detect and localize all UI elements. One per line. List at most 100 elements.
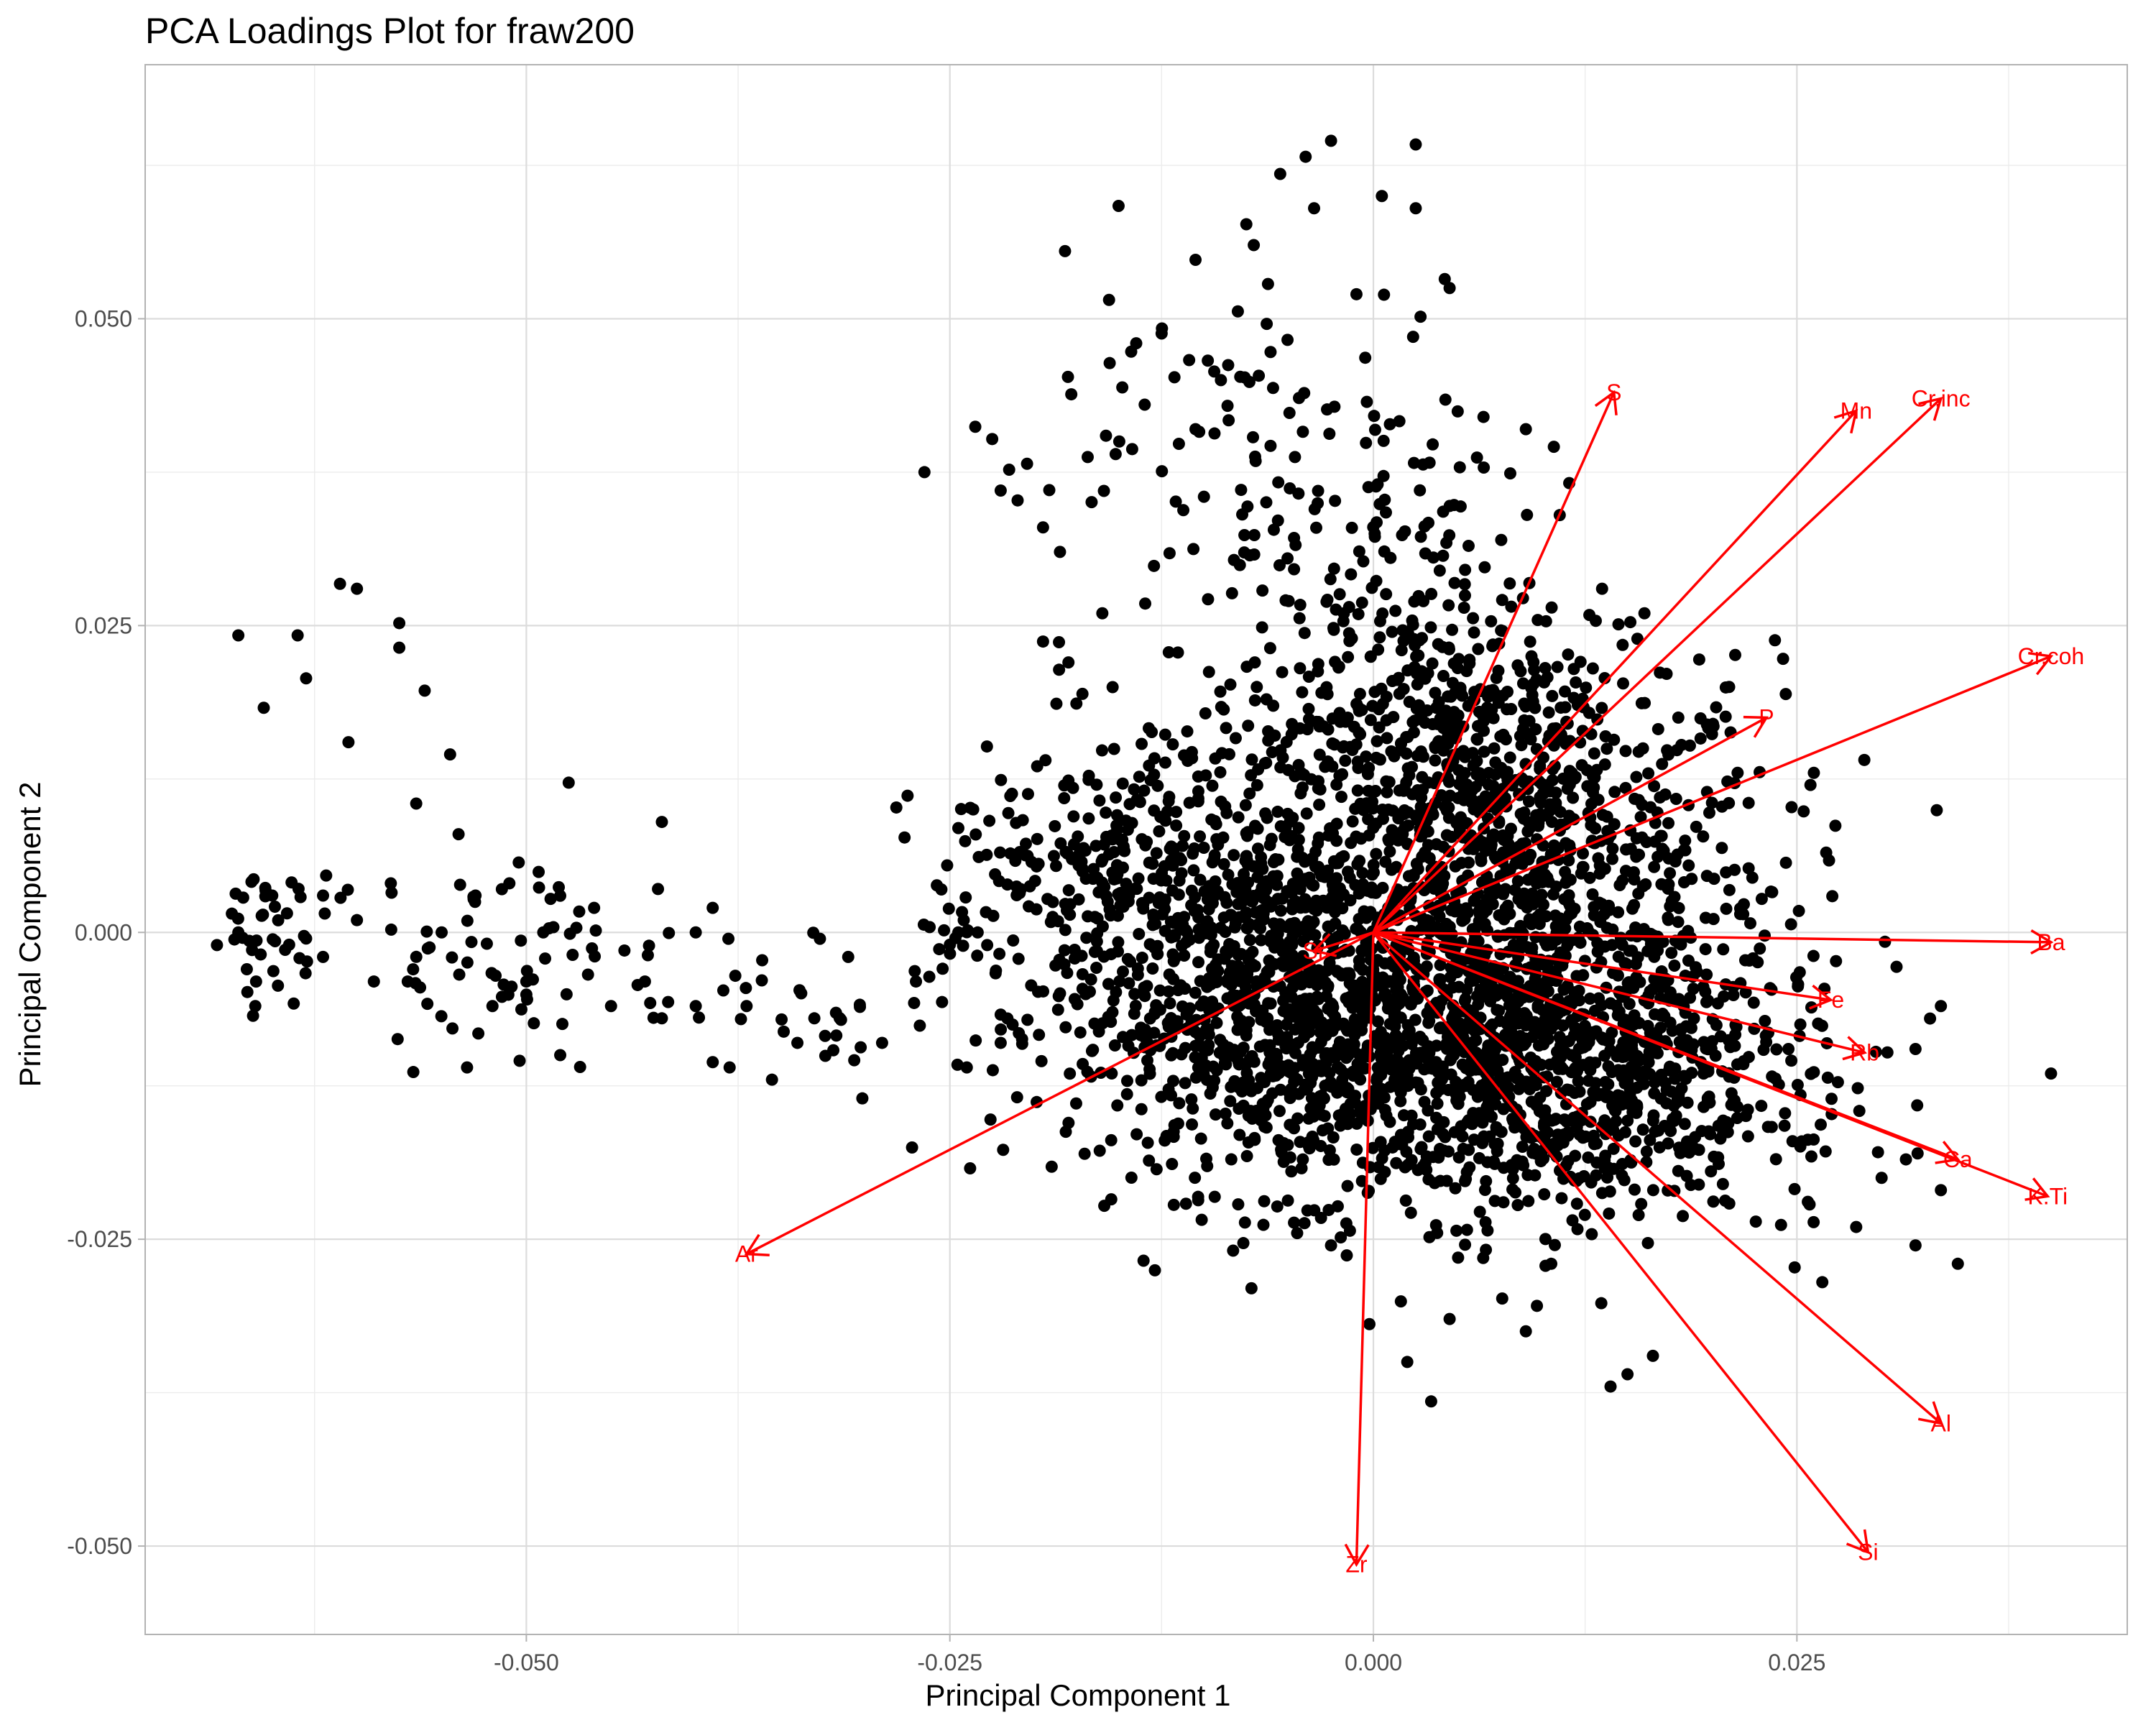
data-point (1353, 887, 1365, 900)
data-point (848, 1054, 861, 1067)
data-point (1737, 908, 1750, 921)
data-point (1276, 892, 1289, 905)
data-point (1240, 829, 1253, 842)
data-point (1369, 886, 1382, 899)
data-point (515, 934, 528, 947)
data-point (1480, 1243, 1493, 1256)
data-point (1563, 1084, 1576, 1097)
data-point (1707, 913, 1720, 926)
data-point (1230, 989, 1243, 1002)
data-point (1909, 1042, 1922, 1055)
data-point (1416, 783, 1429, 796)
data-point (1208, 1190, 1221, 1203)
data-point (1085, 496, 1098, 509)
data-point (1869, 1045, 1882, 1058)
data-point (1354, 1073, 1367, 1086)
data-point (1537, 1071, 1550, 1084)
data-point (1251, 870, 1264, 883)
data-point (513, 1054, 526, 1067)
data-point (1352, 924, 1365, 937)
data-point (1672, 711, 1685, 724)
data-point (1299, 150, 1312, 163)
data-point (1320, 965, 1333, 978)
data-point (1498, 913, 1511, 926)
data-point (1383, 845, 1396, 858)
data-point (1531, 614, 1544, 627)
data-point (1517, 1159, 1530, 1172)
data-point (642, 939, 655, 952)
data-point (1618, 1174, 1631, 1187)
data-point (1253, 369, 1266, 382)
data-point (1759, 929, 1772, 942)
data-point (1720, 902, 1733, 915)
data-point (1559, 701, 1572, 714)
data-point (1222, 414, 1235, 427)
data-point (1170, 819, 1183, 832)
data-point (1603, 1185, 1616, 1198)
data-point (1690, 820, 1703, 833)
x-axis-title: Principal Component 1 (925, 1678, 1231, 1712)
data-point (1580, 1098, 1593, 1110)
data-point (1512, 1072, 1525, 1085)
data-point (1313, 748, 1326, 761)
data-point (1284, 482, 1296, 494)
data-point (1342, 601, 1355, 614)
data-point (1175, 1048, 1188, 1061)
data-point (1526, 1031, 1539, 1044)
data-point (1671, 1095, 1684, 1108)
data-point (1692, 1178, 1705, 1191)
data-point (641, 949, 654, 962)
data-point (1764, 886, 1777, 898)
data-point (1121, 952, 1134, 965)
data-point (1529, 723, 1542, 736)
data-point (1283, 1086, 1296, 1099)
data-point (1201, 980, 1214, 993)
data-point (1579, 1130, 1592, 1143)
data-point (1288, 563, 1301, 576)
data-point (1569, 1021, 1582, 1034)
data-point (647, 1011, 660, 1024)
data-point (1377, 434, 1390, 447)
data-point (1429, 1219, 1442, 1232)
data-point (1793, 966, 1806, 979)
data-point (1500, 862, 1513, 875)
data-point (1324, 920, 1337, 933)
data-point (1248, 239, 1261, 252)
data-point (729, 970, 742, 983)
data-point (1356, 963, 1369, 976)
data-point (1495, 533, 1508, 546)
data-point (1514, 919, 1527, 932)
data-point (333, 577, 346, 590)
data-point (1951, 1257, 1964, 1270)
data-point (1093, 794, 1106, 807)
data-point (1085, 1044, 1098, 1057)
data-point (1746, 871, 1759, 884)
data-point (1680, 1169, 1693, 1182)
data-point (1707, 1195, 1720, 1208)
data-point (1059, 924, 1072, 937)
data-point (1523, 714, 1536, 727)
data-point (1303, 871, 1316, 884)
data-point (1061, 370, 1074, 383)
loading-label: S (1606, 380, 1621, 405)
data-point (1424, 1395, 1437, 1408)
data-point (1376, 803, 1389, 816)
data-point (393, 641, 406, 654)
data-point (421, 942, 434, 955)
data-point (573, 1061, 586, 1074)
data-point (1189, 254, 1202, 267)
data-point (1082, 812, 1095, 825)
data-point (1192, 792, 1204, 805)
data-point (1591, 713, 1604, 726)
data-point (1438, 800, 1451, 813)
data-point (1489, 1043, 1502, 1056)
data-point (1049, 860, 1062, 873)
data-point (1281, 1194, 1294, 1207)
data-point (1349, 979, 1362, 992)
data-point (1261, 811, 1273, 824)
data-point (453, 878, 466, 891)
data-point (1502, 837, 1515, 850)
data-point (1629, 1135, 1642, 1148)
data-point (1501, 685, 1514, 698)
data-point (1464, 975, 1477, 988)
